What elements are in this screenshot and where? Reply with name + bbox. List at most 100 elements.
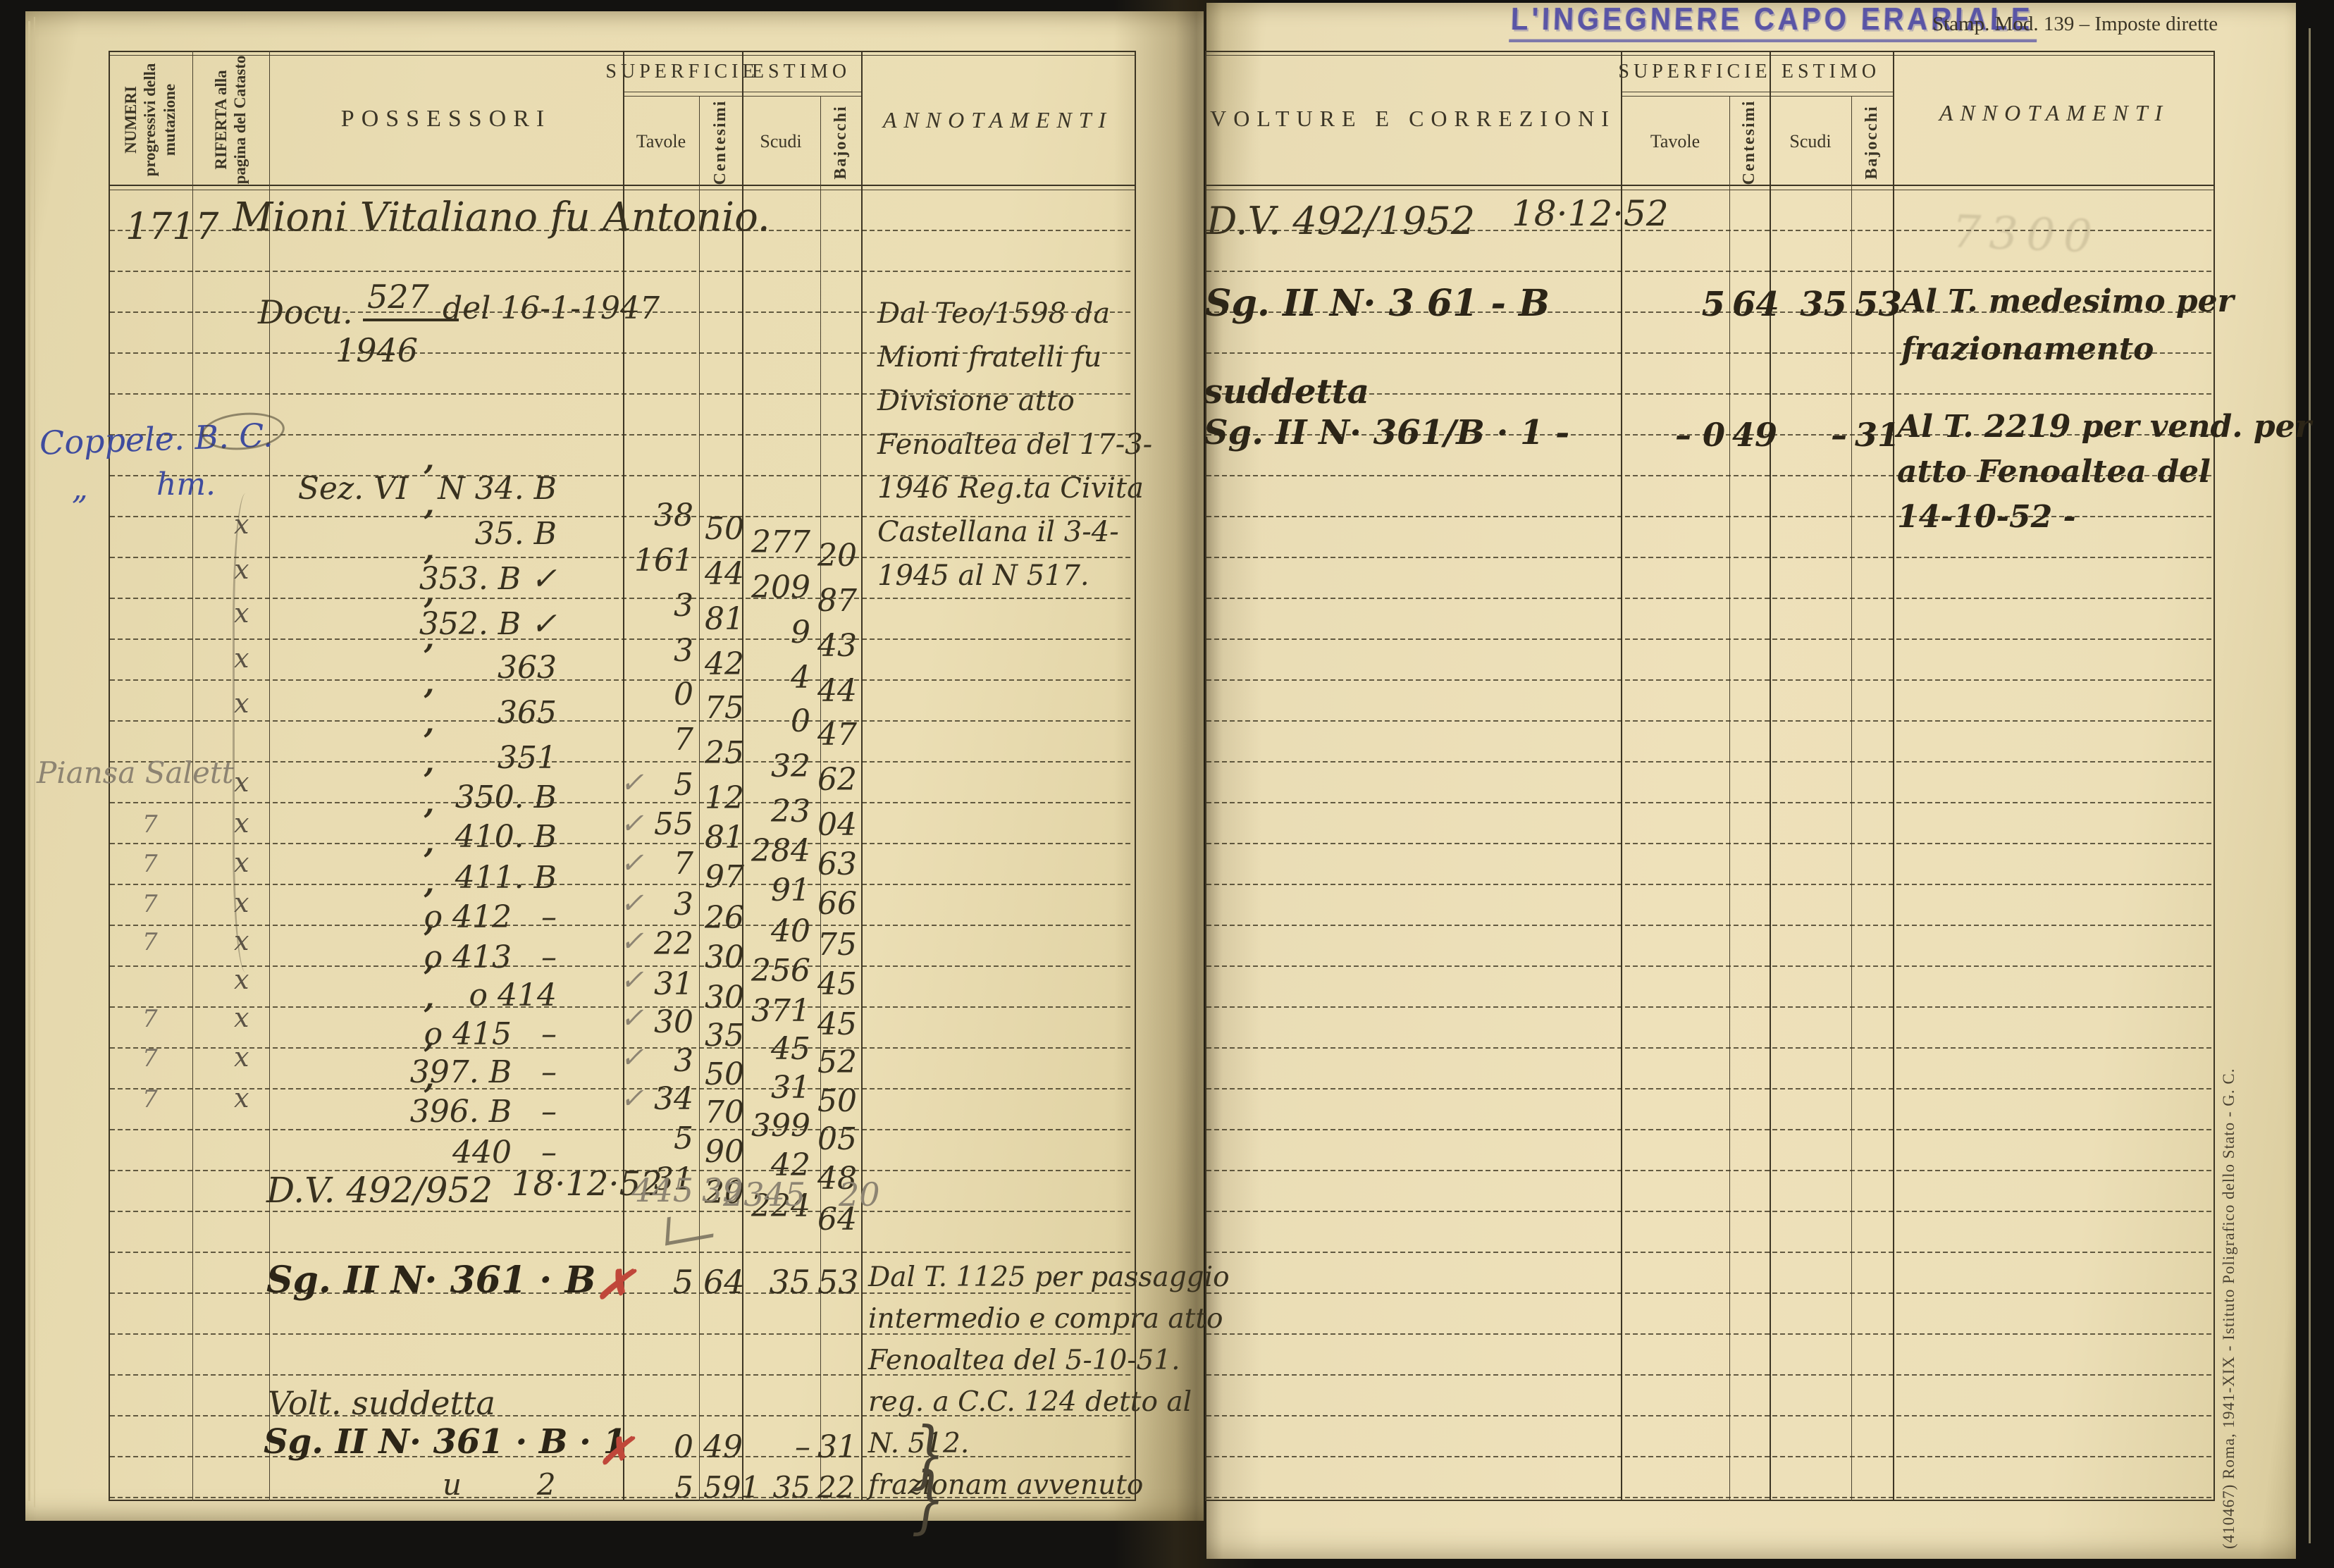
- parcel-row: 7 x ’ o 412 – ✓ 22 30 256 45: [109, 841, 1135, 1002]
- column-header-tavole: Tavole: [636, 131, 686, 152]
- column-header-annotamenti: ANNOTAMENTI: [882, 107, 1113, 132]
- pencil-curve: [233, 493, 259, 973]
- riferta-x-mark: x: [234, 643, 249, 674]
- tavole-value: 5: [1701, 285, 1725, 324]
- bajocchi-value: 31: [1855, 416, 1901, 454]
- table-rule: [1205, 1500, 2215, 1501]
- parcel-label: o 414: [469, 977, 557, 1013]
- parcel-label: 35. B: [474, 516, 557, 552]
- scudi-value: 42: [771, 1147, 810, 1183]
- bajocchi-value: 63: [817, 846, 857, 882]
- parcel-row: x ’ 352. B ✓ 3 42 4 44: [109, 548, 1135, 709]
- bajocchi-value: 45: [817, 1006, 857, 1042]
- scudi-value: –: [795, 1429, 810, 1465]
- bajocchi-value: 52: [817, 1044, 857, 1080]
- parcel-row: 7 x ’ 397. B – ✓ 34 70 399 05: [109, 996, 1135, 1157]
- centesimi-value: 42: [705, 646, 744, 682]
- parcel-label: Sez. VI N 34. B: [297, 471, 557, 507]
- column-header-numeri: NUMERI progressivi della mutazione: [122, 63, 178, 177]
- column-header-scudi: Scudi: [760, 131, 802, 152]
- ditto-row-label: u 2: [443, 1467, 556, 1502]
- scudi-value: 35: [769, 1263, 810, 1301]
- column-header-bajocchi: Bajocchi: [831, 105, 850, 180]
- parcel-label: 350. B: [455, 779, 557, 815]
- volture-row-label: Sg. II N· 361 · B: [266, 1259, 596, 1302]
- centesimi-value: 90: [705, 1134, 744, 1170]
- numeri-tick: 7: [142, 1085, 158, 1113]
- scudi-value: 32: [771, 748, 810, 784]
- centesimi-value: 26: [705, 900, 744, 936]
- centesimi-value: 12: [705, 780, 744, 816]
- riferta-x-mark: x: [234, 1042, 249, 1073]
- ditto-mark: ’: [423, 761, 435, 799]
- dv-date: 18·12·52: [1512, 193, 1669, 234]
- bajocchi-value: 04: [817, 807, 857, 843]
- centesimi-value: 50: [705, 511, 744, 547]
- annotation-line: 1945 al N 517.: [877, 560, 1089, 592]
- ditto-mark: ’: [423, 1036, 435, 1074]
- bajocchi-value: 05: [817, 1121, 857, 1157]
- parcel-row: 7 x ’ 411. B ✓ 3 26 40 75: [109, 802, 1135, 963]
- tavole-value: – 0: [1674, 416, 1725, 454]
- parcel-row: Sez. VI N 34. B 38 50 277 20: [109, 417, 1135, 574]
- centesimi-value: 35: [705, 1018, 744, 1054]
- margin-note-pencil: Piansa Salett: [37, 755, 234, 790]
- scudi-value: 23: [771, 794, 810, 829]
- scudi-value: 35: [1800, 285, 1847, 324]
- annotation-line: Divisione atto: [877, 385, 1075, 417]
- annotation-line: 14-10-52 -: [1897, 499, 2076, 535]
- table-rule: [1205, 55, 2215, 56]
- riferta-x-mark: x: [234, 808, 249, 839]
- parcel-row: ’ 35. B 161 44 209 87: [109, 458, 1135, 619]
- scudi-value: 284: [751, 833, 810, 869]
- table-rule: [2213, 51, 2215, 1501]
- scudi-value: 45: [771, 1031, 810, 1067]
- scudi-value: 277: [751, 524, 810, 560]
- centesimi-value: 97: [705, 859, 744, 895]
- parcel-label: 351: [498, 740, 557, 776]
- doc-number: 527: [363, 278, 459, 321]
- riferta-x-mark: x: [234, 887, 249, 918]
- centesimi-value: 49: [1732, 416, 1778, 454]
- parcel-label: 410. B: [455, 819, 557, 855]
- parcel-row: x ’ 363 0 75 0 47: [109, 592, 1135, 753]
- table-rule: [1205, 185, 2215, 186]
- tavole-value: 5: [672, 1263, 693, 1301]
- riferta-x-mark: x: [234, 509, 249, 540]
- numeri-tick: 7: [142, 1005, 158, 1033]
- tavole-value: 55: [654, 806, 693, 842]
- centesimi-value: 64: [1732, 285, 1779, 324]
- volture-row-label: Sg. II N· 361 · B · 1: [264, 1422, 626, 1462]
- annotation-line: frazionamento: [1901, 331, 2154, 367]
- centesimi-value: 70: [705, 1094, 744, 1130]
- tavole-value: 5: [674, 1121, 693, 1156]
- pencil-check: ✓: [620, 808, 644, 840]
- parcel-label: 353. B ✓: [419, 561, 557, 597]
- riferta-x-mark: x: [234, 554, 249, 585]
- column-header-superficie: SUPERFICIE: [1618, 61, 1772, 82]
- tavole-value: 3: [674, 633, 693, 669]
- suddetta-line: suddetta: [1204, 372, 1370, 412]
- row-guides: [110, 190, 1133, 1500]
- riferta-x-mark: x: [234, 847, 249, 878]
- dv-reference: D.V. 492/1952: [1206, 199, 1476, 243]
- column-header-volture: VOLTURE E CORREZIONI: [1210, 106, 1616, 131]
- centesimi-value: 30: [705, 939, 744, 975]
- tavole-value: 3: [674, 887, 693, 922]
- tavole-value: 3: [674, 588, 693, 624]
- ditto-mark: ’: [423, 503, 435, 541]
- tavole-value: 3: [674, 1043, 693, 1079]
- row-guides: [1206, 190, 2212, 1500]
- parcel-row: x ’ o 415 – ✓ 3 50 31 50: [109, 958, 1135, 1119]
- pencil-check: ✓: [620, 767, 644, 799]
- centesimi-value: 81: [705, 820, 744, 856]
- numeri-tick: 7: [142, 850, 158, 878]
- parcel-row: 7 x ’ o 414 ✓ 30 35 45 52: [109, 920, 1135, 1080]
- pencil-check: ✓: [620, 1042, 644, 1074]
- ditto-mark: ’: [423, 882, 435, 920]
- mutation-number: 1717: [125, 206, 219, 248]
- column-header-bajocchi: Bajocchi: [1862, 105, 1881, 180]
- column-header-estimo: ESTIMO: [751, 61, 851, 82]
- volture-row-label: Sg. II N· 361/B · 1 -: [1204, 413, 1570, 452]
